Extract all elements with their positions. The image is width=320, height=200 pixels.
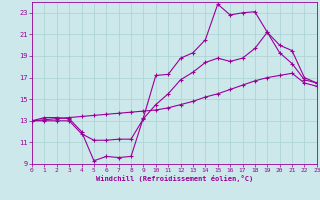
X-axis label: Windchill (Refroidissement éolien,°C): Windchill (Refroidissement éolien,°C) xyxy=(96,175,253,182)
